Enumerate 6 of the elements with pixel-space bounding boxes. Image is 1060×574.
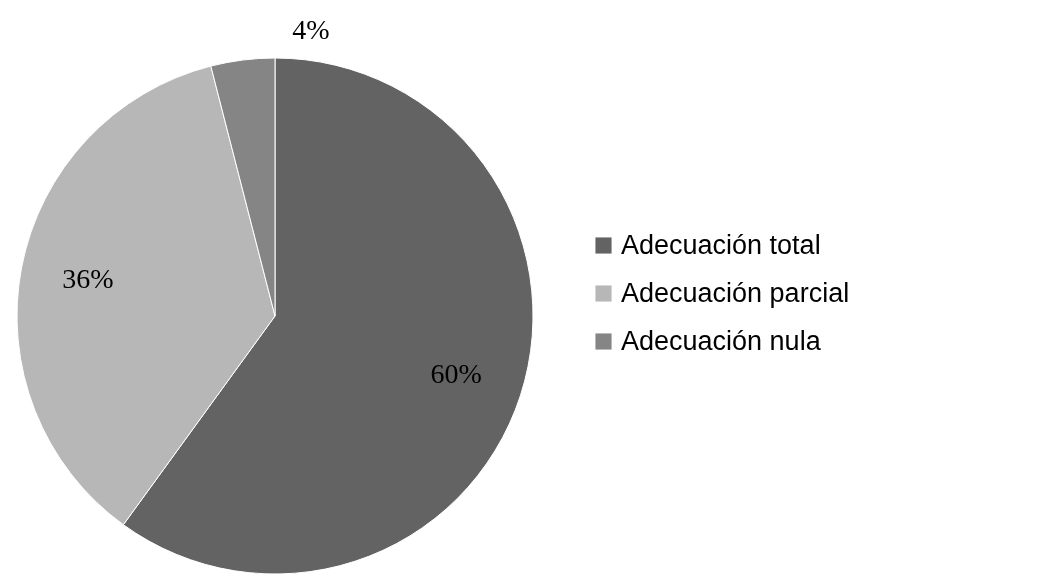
legend-label: Adecuación nula: [621, 325, 822, 356]
legend-label: Adecuación parcial: [621, 277, 850, 308]
data-label: 60%: [430, 357, 482, 389]
data-label: 4%: [292, 14, 330, 46]
legend-label: Adecuación total: [621, 229, 821, 260]
data-label: 36%: [62, 263, 114, 295]
